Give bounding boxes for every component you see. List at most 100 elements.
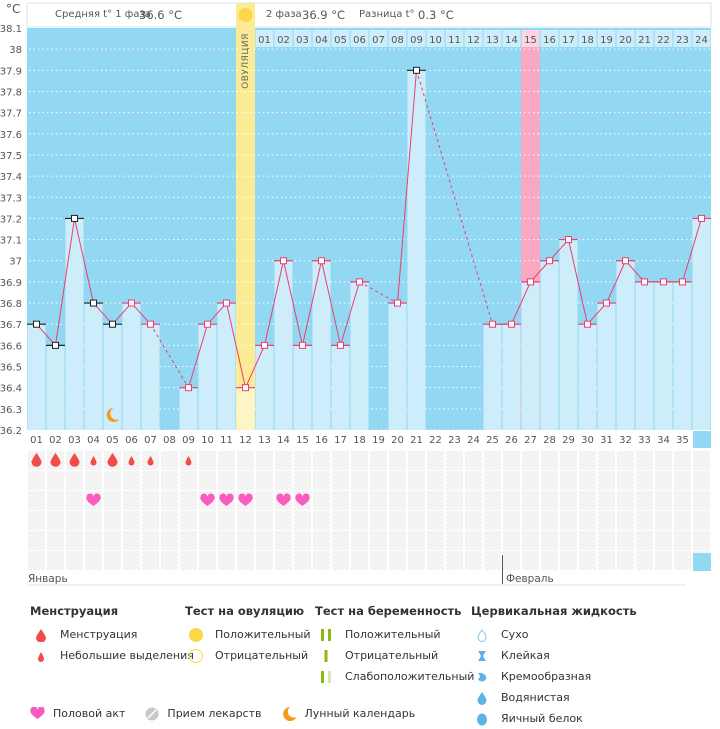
tracker-cell	[313, 491, 330, 510]
tracker-cell	[636, 511, 653, 530]
tracker-cell	[351, 551, 368, 570]
legend-pregnancy-test: Тест на беременность Положительный Отриц…	[315, 604, 474, 687]
y-tick-label: 36.9	[0, 278, 22, 289]
cycle-day-label: 07	[144, 435, 157, 446]
temperature-bar	[179, 387, 198, 430]
phase2-day-cell	[350, 30, 369, 47]
tracker-cell	[275, 451, 292, 470]
current-date-box	[693, 553, 711, 571]
heart-icon	[30, 707, 45, 720]
temperature-line-segment	[511, 281, 531, 325]
tracker-cell	[313, 471, 330, 490]
temperature-bar	[597, 303, 616, 430]
tracker-cell	[484, 551, 501, 570]
month-label: Февраль	[506, 573, 554, 585]
phase2-day-label: 01	[258, 35, 271, 46]
phase2-day-cell	[540, 30, 559, 47]
tracker-cell	[693, 511, 710, 530]
tracker-cell	[237, 471, 254, 490]
temperature-bar	[635, 281, 654, 430]
header-box	[26, 2, 712, 28]
phase2-day-label: 09	[410, 35, 423, 46]
legend-item: Сухо	[501, 628, 529, 641]
tracker-cell	[142, 471, 159, 490]
cycle-day-label: 28	[543, 435, 556, 446]
tracker-cell	[693, 531, 710, 550]
tracker-cell	[389, 471, 406, 490]
tracker-cell	[427, 551, 444, 570]
bbt-chart: 01 02 03 04 05 06 07 08 09 10 11 12 13 14 15 16 17 18 19 20…	[0, 2, 712, 586]
tracker-cell	[294, 551, 311, 570]
tracker-cell	[294, 471, 311, 490]
tracker-cell	[598, 511, 615, 530]
phase2-day-label: 03	[296, 35, 309, 46]
cycle-day-label: 32	[619, 435, 632, 446]
phase2-day-cell	[293, 30, 312, 47]
tracker-cell	[237, 511, 254, 530]
cycle-day-label: 20	[391, 435, 404, 446]
tracker-cell	[85, 531, 102, 550]
cycle-day-label: 23	[448, 435, 461, 446]
pregnancy-negative-icon	[315, 649, 337, 663]
tracker-cell	[598, 551, 615, 570]
tracker-cell	[104, 531, 121, 550]
temperature-bar	[654, 281, 673, 430]
tracker-cell	[636, 471, 653, 490]
tracker-cell	[199, 551, 216, 570]
temperature-bar	[198, 324, 217, 430]
phase2-day-label: 10	[429, 35, 442, 46]
tracker-cell	[275, 471, 292, 490]
y-tick-label: 38	[9, 45, 22, 56]
tracker-cell	[522, 491, 539, 510]
temperature-point	[90, 299, 97, 307]
phase2-day-cell	[559, 30, 578, 47]
current-day-box	[693, 431, 711, 448]
phase2-day-cell	[673, 30, 692, 47]
phase2-day-label: 19	[600, 35, 613, 46]
tracker-cell	[446, 471, 463, 490]
y-tick-label: 37.6	[0, 130, 22, 141]
tracker-cell	[123, 531, 140, 550]
phase2-value: 36.9 °C	[302, 8, 346, 22]
tracker-cell	[408, 511, 425, 530]
legend-item: Положительный	[345, 628, 441, 641]
phase2-day-cell	[635, 30, 654, 47]
tracker-cell	[123, 471, 140, 490]
temperature-bar	[236, 387, 255, 430]
legend-title: Менструация	[30, 604, 119, 618]
temperature-point	[622, 257, 629, 265]
phase2-day-label: 14	[505, 35, 518, 46]
tracker-cell	[351, 471, 368, 490]
temperature-point	[508, 320, 515, 328]
phase2-day-label: 04	[315, 35, 328, 46]
phase2-day-label: 06	[353, 35, 366, 46]
temperature-point	[299, 341, 306, 349]
phase2-day-cell	[445, 30, 464, 47]
tracker-cell	[674, 551, 691, 570]
tracker-cell	[446, 531, 463, 550]
tracker-cell	[161, 451, 178, 470]
light-discharge-drop-icon	[30, 650, 52, 662]
phase2-day-cell	[426, 30, 445, 47]
phase2-day-label: 23	[676, 35, 689, 46]
cycle-day-label: 18	[353, 435, 366, 446]
y-tick-label: 37.7	[0, 109, 22, 120]
tracker-cell	[503, 531, 520, 550]
tracker-cell	[408, 471, 425, 490]
temperature-line-segment	[587, 302, 607, 325]
diff-value: 0.3 °C	[418, 8, 454, 22]
cycle-day-label: 31	[600, 435, 613, 446]
temperature-point	[52, 341, 59, 349]
watery-icon	[471, 691, 493, 705]
cycle-day-label: 11	[220, 435, 233, 446]
tracker-cell	[256, 491, 273, 510]
cycle-day-label: 10	[201, 435, 214, 446]
tracker-cell	[598, 531, 615, 550]
temperature-line-segment	[682, 218, 702, 283]
tracker-cell	[408, 551, 425, 570]
tracker-cell	[47, 551, 64, 570]
tracker-cell	[142, 531, 159, 550]
temperature-line-segment	[530, 260, 550, 283]
tracker-cell	[389, 551, 406, 570]
tracker-cell	[180, 471, 197, 490]
